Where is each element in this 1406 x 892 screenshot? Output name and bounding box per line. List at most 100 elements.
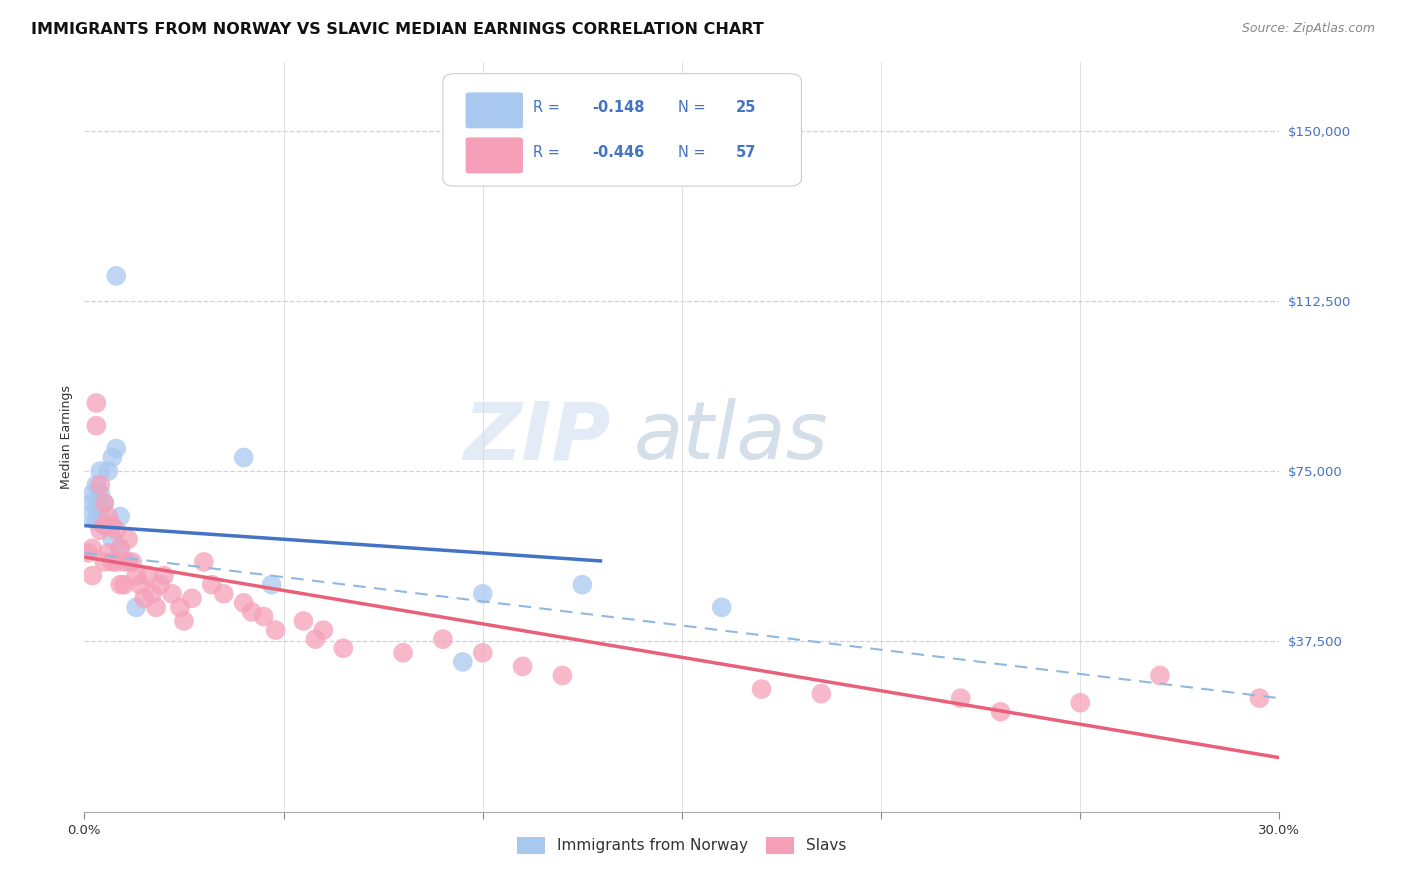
Point <box>93 518 115 533</box>
Point <box>110 509 132 524</box>
Point <box>82 487 104 501</box>
Point <box>93 518 115 533</box>
Point <box>110 577 132 591</box>
Point <box>149 577 172 591</box>
Point <box>112 577 135 591</box>
Point <box>110 541 132 556</box>
Point <box>264 623 287 637</box>
Point <box>93 496 115 510</box>
Point <box>260 577 283 591</box>
Point <box>82 496 104 510</box>
Point <box>101 533 124 547</box>
Point <box>1249 691 1271 706</box>
Point <box>471 646 494 660</box>
Point <box>101 450 124 465</box>
Text: IMMIGRANTS FROM NORWAY VS SLAVIC MEDIAN EARNINGS CORRELATION CHART: IMMIGRANTS FROM NORWAY VS SLAVIC MEDIAN … <box>31 22 763 37</box>
Point <box>292 614 315 628</box>
Point <box>990 705 1012 719</box>
Point <box>193 555 215 569</box>
Point <box>312 623 335 637</box>
Point <box>105 555 128 569</box>
Point <box>86 514 108 528</box>
Point <box>1069 696 1091 710</box>
Point <box>232 596 254 610</box>
Y-axis label: Median Earnings: Median Earnings <box>60 385 73 489</box>
Point <box>471 587 494 601</box>
Point <box>93 496 115 510</box>
Point <box>332 641 354 656</box>
Text: Source: ZipAtlas.com: Source: ZipAtlas.com <box>1241 22 1375 36</box>
FancyBboxPatch shape <box>465 137 523 173</box>
Text: R =: R = <box>533 100 564 115</box>
Point <box>77 509 100 524</box>
Point <box>112 555 135 569</box>
Legend: Immigrants from Norway, Slavs: Immigrants from Norway, Slavs <box>512 830 852 860</box>
Point <box>1149 668 1171 682</box>
Point <box>86 418 108 433</box>
Point <box>97 546 120 560</box>
Point <box>153 568 176 582</box>
Point <box>201 577 224 591</box>
Point <box>89 505 111 519</box>
Point <box>551 668 574 682</box>
Point <box>451 655 474 669</box>
Text: atlas: atlas <box>634 398 830 476</box>
Point <box>93 555 115 569</box>
FancyBboxPatch shape <box>443 74 801 186</box>
Point <box>86 477 108 491</box>
Point <box>240 605 263 619</box>
Point <box>105 523 128 537</box>
Point <box>97 464 120 478</box>
Point <box>82 541 104 556</box>
Point <box>121 555 143 569</box>
Point <box>512 659 534 673</box>
Point <box>810 687 832 701</box>
Text: -0.446: -0.446 <box>592 145 644 160</box>
Point <box>181 591 204 606</box>
Point <box>571 577 593 591</box>
Point <box>97 509 120 524</box>
Point <box>117 555 139 569</box>
Text: N =: N = <box>678 145 710 160</box>
Text: R =: R = <box>533 145 564 160</box>
Point <box>89 464 111 478</box>
Point <box>136 568 159 582</box>
Point <box>132 591 156 606</box>
FancyBboxPatch shape <box>465 93 523 128</box>
Point <box>949 691 972 706</box>
Point <box>89 523 111 537</box>
Point <box>101 555 124 569</box>
Point <box>169 600 191 615</box>
Point <box>101 518 124 533</box>
Point <box>232 450 254 465</box>
Point <box>304 632 326 647</box>
Point <box>173 614 195 628</box>
Point <box>105 268 128 283</box>
Point <box>160 587 183 601</box>
Point <box>751 682 773 697</box>
Text: 57: 57 <box>735 145 756 160</box>
Point <box>125 600 148 615</box>
Point <box>125 568 148 582</box>
Point <box>129 577 152 591</box>
Point <box>117 533 139 547</box>
Text: 25: 25 <box>735 100 756 115</box>
Text: -0.148: -0.148 <box>592 100 645 115</box>
Point <box>86 396 108 410</box>
Point <box>82 568 104 582</box>
Point <box>710 600 733 615</box>
Point <box>392 646 415 660</box>
Point <box>105 442 128 456</box>
Point <box>89 487 111 501</box>
Point <box>89 477 111 491</box>
Point <box>212 587 235 601</box>
Point <box>141 587 163 601</box>
Text: ZIP: ZIP <box>463 398 610 476</box>
Point <box>253 609 276 624</box>
Point <box>77 546 100 560</box>
Point <box>110 541 132 556</box>
Point <box>145 600 167 615</box>
Text: N =: N = <box>678 100 710 115</box>
Point <box>432 632 454 647</box>
Point <box>86 500 108 515</box>
